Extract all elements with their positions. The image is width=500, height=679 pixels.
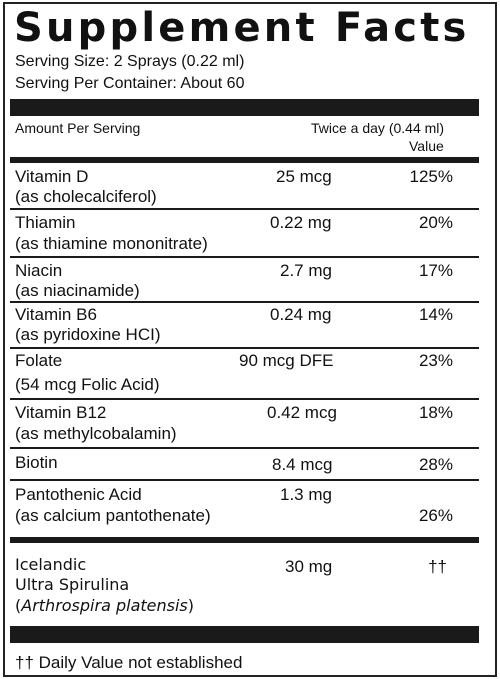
nutrient-amount: 2.7 mg [280,261,332,280]
nutrient-daily-value: 17% [418,261,453,280]
nutrient-amount: 90 mcg DFE [239,351,334,370]
nutrient-name: Niacin [15,261,63,280]
medium-divider [10,157,479,163]
row-divider [10,347,479,349]
supplement-facts-panel: Supplement Facts Serving Size: 2 Sprays … [3,2,497,677]
row-divider [10,447,479,449]
header-dose: Twice a day (0.44 ml) [311,120,445,136]
nutrient-daily-value: 28% [418,455,453,474]
medium-divider [10,537,479,543]
nutrient-amount: 8.4 mcg [272,455,333,474]
nutrient-daily-value: 23% [418,351,453,370]
nutrient-form: (54 mcg Folic Acid) [15,375,160,394]
nutrient-amount: 0.42 mcg [267,403,337,422]
header-amount-per-serving: Amount Per Serving [15,120,141,136]
nutrient-name: Vitamin B6 [15,305,97,324]
footnote: †† Daily Value not established [15,653,243,672]
spirulina-name-line2: Ultra Spirulina [15,575,130,594]
nutrient-daily-value: 26% [418,506,453,525]
nutrient-amount: 0.24 mg [270,305,332,324]
nutrient-form: (as thiamine mononitrate) [15,234,208,253]
row-divider [10,398,479,400]
nutrient-daily-value: 14% [418,305,453,324]
thick-divider-bottom [10,626,479,643]
row-divider [10,479,479,481]
nutrient-name: Thiamin [15,213,76,232]
nutrient-amount: 25 mcg [276,167,332,186]
thick-divider-top [10,99,479,116]
servings-per-container: Serving Per Container: About 60 [15,75,245,92]
row-divider [10,256,479,258]
nutrient-name: Vitamin B12 [15,403,107,422]
nutrient-daily-value: 125% [409,167,453,186]
nutrient-name: Vitamin D [15,167,89,186]
row-divider [10,208,479,210]
header-value: Value [409,138,444,154]
spirulina-amount: 30 mg [285,557,333,576]
panel-title: Supplement Facts [14,5,470,51]
nutrient-name: Pantothenic Acid [15,485,142,504]
nutrient-name: Biotin [15,453,58,472]
nutrient-form: (as pyridoxine HCI) [15,325,161,344]
nutrient-name: Folate [15,351,63,370]
nutrient-daily-value: 20% [418,213,453,232]
serving-size: Serving Size: 2 Sprays (0.22 ml) [15,53,245,70]
nutrient-form: (as calcium pantothenate) [15,506,211,525]
nutrient-form: (as cholecalciferol) [15,187,157,206]
row-divider [10,301,479,303]
nutrient-amount: 0.22 mg [270,213,332,232]
nutrient-form: (as niacinamide) [15,281,140,300]
nutrient-daily-value: 18% [418,403,453,422]
spirulina-latin-name: (Arthrospira platensis) [15,596,194,615]
spirulina-daily-value: †† [428,557,447,576]
nutrient-form: (as methylcobalamin) [15,424,177,443]
nutrient-amount: 1.3 mg [280,485,332,504]
spirulina-name-line1: Icelandic [15,555,87,574]
